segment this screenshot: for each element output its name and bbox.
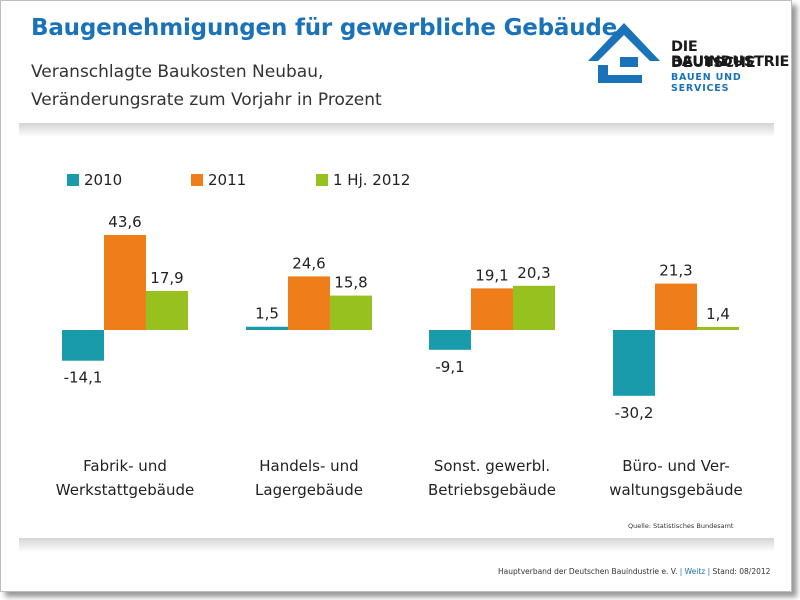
bar	[429, 330, 471, 350]
footer: Hauptverband der Deutschen Bauindustrie …	[498, 567, 770, 576]
legend-swatch	[316, 174, 328, 186]
bar	[655, 283, 697, 330]
footer-separator: |	[707, 567, 713, 576]
bar	[613, 330, 655, 396]
bar	[62, 330, 104, 361]
data-label: 15,8	[334, 274, 367, 292]
category-label: Werkstattgebäude	[56, 481, 194, 499]
legend-label: 1 Hj. 2012	[333, 171, 410, 189]
slide-frame: Baugenehmigungen für gewerbliche Gebäude…	[0, 0, 792, 592]
house-roof-icon	[588, 23, 660, 83]
bar	[330, 295, 372, 330]
top-shadow-band	[19, 123, 774, 137]
category-label: Betriebsgebäude	[428, 481, 556, 499]
data-label: -30,2	[615, 404, 654, 422]
footer-author: Weitz	[684, 567, 706, 576]
legend-label: 2010	[84, 171, 122, 189]
bar	[513, 285, 555, 330]
bar	[697, 326, 739, 330]
bottom-shadow-band	[19, 538, 774, 552]
data-label: 1,5	[255, 305, 279, 323]
category-label: Handels- und	[259, 457, 358, 475]
legend-swatch	[191, 174, 203, 186]
legend-swatch	[67, 174, 79, 186]
slide-title: Baugenehmigungen für gewerbliche Gebäude	[31, 15, 618, 41]
logo-text-line-2: BAUINDUSTRIE	[671, 54, 790, 70]
bar	[288, 276, 330, 330]
data-label: 24,6	[292, 254, 325, 272]
bar	[104, 235, 146, 330]
footer-status: Stand: 08/2012	[712, 567, 771, 576]
data-label: 17,9	[150, 269, 183, 287]
data-label: 20,3	[517, 264, 550, 282]
footer-org: Hauptverband der Deutschen Bauindustrie …	[498, 567, 678, 576]
bar	[471, 288, 513, 330]
data-label: -14,1	[64, 369, 103, 387]
category-label: Büro- und Ver-	[622, 457, 730, 475]
category-label: waltungsgebäude	[609, 481, 743, 499]
footer-separator: |	[679, 567, 685, 576]
logo-text-line-1: DIE DEUTSCHE	[671, 39, 756, 71]
slide-subtitle: Veranschlagte Baukosten Neubau, Veränder…	[31, 58, 382, 114]
data-label: 19,1	[475, 266, 508, 284]
logo-tagline: BAUEN UND SERVICES	[671, 72, 742, 94]
bar	[246, 326, 288, 330]
category-label: Sonst. gewerbl.	[434, 457, 550, 475]
bar-chart: 2010 2011 1 Hj. 2012 -14,1 43,6 17,9 Fabrik- u…	[56, 171, 743, 499]
data-label: 21,3	[659, 262, 692, 280]
category-label: Fabrik- und	[83, 457, 167, 475]
data-label: 1,4	[706, 305, 730, 323]
subtitle-line-1: Veranschlagte Baukosten Neubau,	[31, 62, 324, 82]
subtitle-line-2: Veränderungsrate zum Vorjahr in Prozent	[31, 90, 382, 110]
category-label: Lagergebäude	[255, 481, 363, 499]
data-label: 43,6	[108, 213, 141, 231]
legend-label: 2011	[208, 171, 246, 189]
bar	[146, 290, 188, 330]
source-note: Quelle: Statistisches Bundesamt	[628, 522, 734, 530]
data-label: -9,1	[435, 358, 464, 376]
bauindustrie-logo: DIE DEUTSCHE BAUINDUSTRIE BAUEN UND SERV…	[586, 17, 790, 94]
